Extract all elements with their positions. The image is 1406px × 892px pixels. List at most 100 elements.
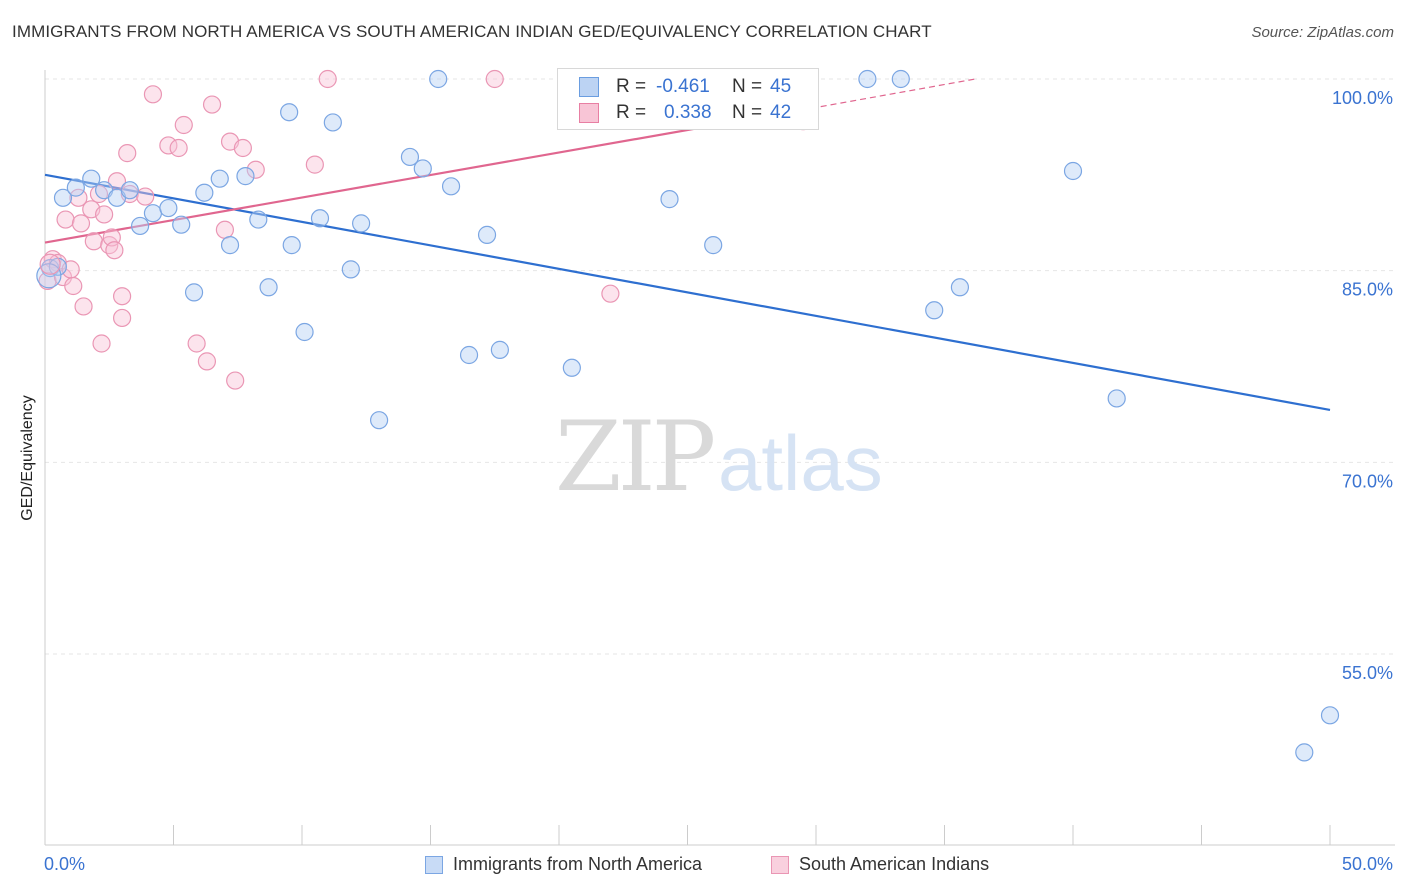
data-point-north-america [249,210,268,229]
data-point-north-america [477,225,497,244]
stats-box: R = -0.461 N = 45 R = 0.338 N = 42 [557,68,819,130]
source-label: Source: ZipAtlas.com [1251,24,1394,41]
stats-n-label: N = [732,102,763,123]
watermark-zip: ZIP [555,401,714,513]
data-point-south-american-indians [305,155,324,174]
data-point-south-american-indians [112,287,132,306]
data-point-north-america [323,113,342,132]
data-point-south-american-indians [105,241,124,260]
data-point-south-american-indians [118,144,137,163]
data-point-north-america [259,278,278,297]
data-point-north-america [295,322,314,342]
data-point-north-america [441,177,461,196]
data-point-north-america [143,204,163,223]
data-point-south-american-indians [136,187,155,206]
data-point-south-american-indians [601,284,620,303]
data-point-south-american-indians [226,371,245,390]
data-point-north-america [400,147,420,167]
data-point-north-america [280,103,299,122]
data-point-north-america [220,236,240,255]
y-tick-label: 70.0% [1342,471,1393,491]
data-point-north-america [1320,706,1340,725]
data-point-north-america [660,190,679,209]
data-point-north-america [925,301,944,320]
data-point-south-american-indians [92,334,111,353]
data-point-south-american-indians [174,115,193,135]
data-point-south-american-indians [197,352,217,371]
data-point-north-america [310,209,330,228]
trend-line-extension-south-american-indians [810,78,976,109]
data-point-north-america [120,181,139,200]
stats-n-value: 42 [770,102,792,123]
grid-lines [45,78,1395,655]
tick-labels: 100.0% 85.0% 70.0% 55.0% 0.0% 50.0% [44,88,1393,874]
watermark: ZIP atlas [555,401,883,513]
stats-n-value: 45 [770,76,792,97]
data-point-north-america [704,236,723,255]
y-tick-label: 85.0% [1342,280,1393,300]
x-tick-label-min: 0.0% [44,854,85,874]
chart-title: IMMIGRANTS FROM NORTH AMERICA VS SOUTH A… [12,22,932,41]
data-point-north-america [53,188,73,207]
axes [44,70,1395,846]
legend-label: Immigrants from North America [453,854,703,874]
legend: Immigrants from North America South Amer… [0,850,1406,880]
data-point-south-american-indians [187,334,206,353]
stats-swatch-pink [579,103,599,123]
data-point-north-america [341,260,360,279]
stats-r-value: 0.338 [664,102,712,123]
data-point-north-america [1107,389,1126,408]
data-point-south-american-indians [53,267,73,287]
data-points [36,69,1340,762]
data-point-south-american-indians [39,253,61,275]
data-point-north-america [891,69,910,89]
data-point-north-america [130,216,150,236]
data-point-south-american-indians [246,160,265,179]
data-point-north-america [562,358,581,377]
data-point-north-america [172,215,191,234]
legend-label: South American Indians [799,854,990,874]
data-point-south-american-indians [95,205,114,224]
data-point-south-american-indians [56,210,75,229]
data-point-north-america [159,198,178,218]
data-point-north-america [352,214,371,233]
data-point-north-america [459,345,479,365]
y-tick-label: 100.0% [1332,88,1393,108]
trend-line-north-america [44,173,1331,412]
stats-r-label: R = [616,76,647,97]
data-point-north-america [82,169,101,188]
data-point-north-america [210,169,229,188]
data-point-north-america [1063,161,1083,181]
data-point-south-american-indians [84,232,103,251]
data-point-north-america [413,159,432,178]
data-point-north-america [236,167,255,186]
legend-swatch-pink [771,855,789,874]
legend-item-south-american-indians[interactable]: South American Indians [771,854,989,875]
data-point-south-american-indians [169,138,188,158]
data-point-north-america [490,340,509,359]
data-point-south-american-indians [202,95,222,114]
data-point-south-american-indians [215,220,234,239]
stats-n-label: N = [732,76,763,97]
legend-swatch-blue [425,855,443,874]
stats-swatch-blue [579,77,599,97]
data-point-south-american-indians [318,69,337,89]
data-point-north-america [282,236,301,255]
data-point-south-american-indians [64,276,83,296]
watermark-atlas: atlas [718,419,883,507]
data-point-south-american-indians [112,308,132,328]
data-point-north-america [858,69,877,89]
data-point-north-america [36,263,62,289]
data-point-north-america [429,69,448,89]
data-point-north-america [184,283,204,302]
y-axis-label: GED/Equivalency [19,395,36,521]
data-point-south-american-indians [71,214,91,233]
legend-item-north-america[interactable]: Immigrants from North America [425,854,702,875]
data-point-north-america [950,278,970,297]
data-point-north-america [1295,743,1314,762]
data-point-south-american-indians [143,85,163,104]
x-tick-label-max: 50.0% [1342,854,1393,874]
data-point-north-america [195,183,214,202]
y-tick-label: 55.0% [1342,663,1393,683]
